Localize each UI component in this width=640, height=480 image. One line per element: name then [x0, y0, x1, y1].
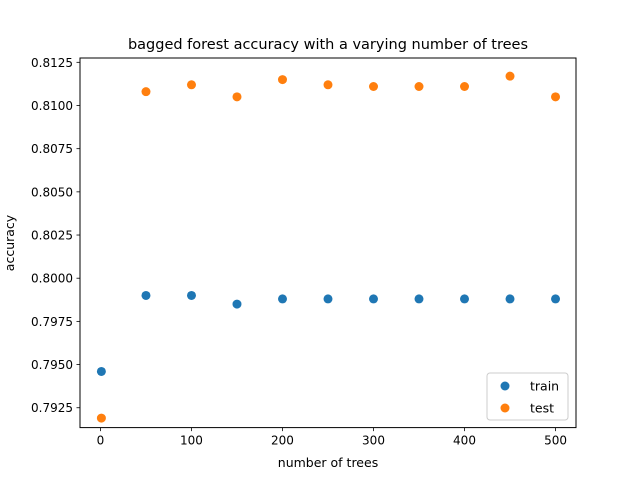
x-tick-label: 200: [271, 434, 294, 448]
plot-frame: [79, 57, 577, 429]
data-point-train: [232, 299, 242, 309]
x-axis-label: number of trees: [278, 455, 378, 470]
data-point-test: [505, 71, 515, 81]
x-tick-label: 0: [97, 434, 105, 448]
x-tick-label: 100: [180, 434, 203, 448]
data-point-test: [232, 92, 242, 102]
legend-marker-train: [500, 381, 510, 391]
y-tick-label: 0.8050: [31, 185, 73, 199]
y-tick-label: 0.8075: [31, 142, 73, 156]
data-point-test: [141, 87, 151, 97]
y-tick-label: 0.7975: [31, 315, 73, 329]
data-point-test: [369, 81, 379, 91]
x-tick-label: 300: [362, 434, 385, 448]
data-point-test: [277, 75, 287, 85]
y-tick-label: 0.8125: [31, 56, 73, 70]
y-tick-label: 0.8100: [31, 99, 73, 113]
data-point-test: [186, 80, 196, 90]
y-axis-label: accuracy: [2, 214, 17, 271]
legend-label-train: train: [530, 379, 559, 394]
data-point-train: [96, 366, 106, 376]
data-point-test: [414, 81, 424, 91]
chart-title: bagged forest accuracy with a varying nu…: [128, 37, 528, 53]
axis-ticks: 0 100 200 300 400 500 0.7925 0.7950 0.7975 0.8000…: [31, 56, 567, 448]
data-point-train: [186, 290, 196, 300]
data-point-test: [460, 81, 470, 91]
data-point-train: [505, 294, 515, 304]
data-point-train: [323, 294, 333, 304]
data-point-train: [369, 294, 379, 304]
data-point-test: [323, 80, 333, 90]
y-tick-label: 0.7950: [31, 358, 73, 372]
data-point-train: [551, 294, 561, 304]
y-tick-label: 0.8025: [31, 229, 73, 243]
x-tick-label: 400: [453, 434, 476, 448]
data-points: [96, 71, 561, 423]
data-point-test: [551, 92, 561, 102]
data-point-train: [277, 294, 287, 304]
data-point-train: [141, 290, 151, 300]
legend: train test: [486, 372, 569, 421]
data-point-train: [414, 294, 424, 304]
data-point-test: [96, 413, 106, 423]
y-tick-label: 0.8000: [31, 272, 73, 286]
y-tick-label: 0.7925: [31, 401, 73, 415]
legend-label-test: test: [530, 401, 554, 416]
x-tick-label: 500: [544, 434, 567, 448]
legend-marker-test: [500, 403, 510, 413]
data-point-train: [460, 294, 470, 304]
